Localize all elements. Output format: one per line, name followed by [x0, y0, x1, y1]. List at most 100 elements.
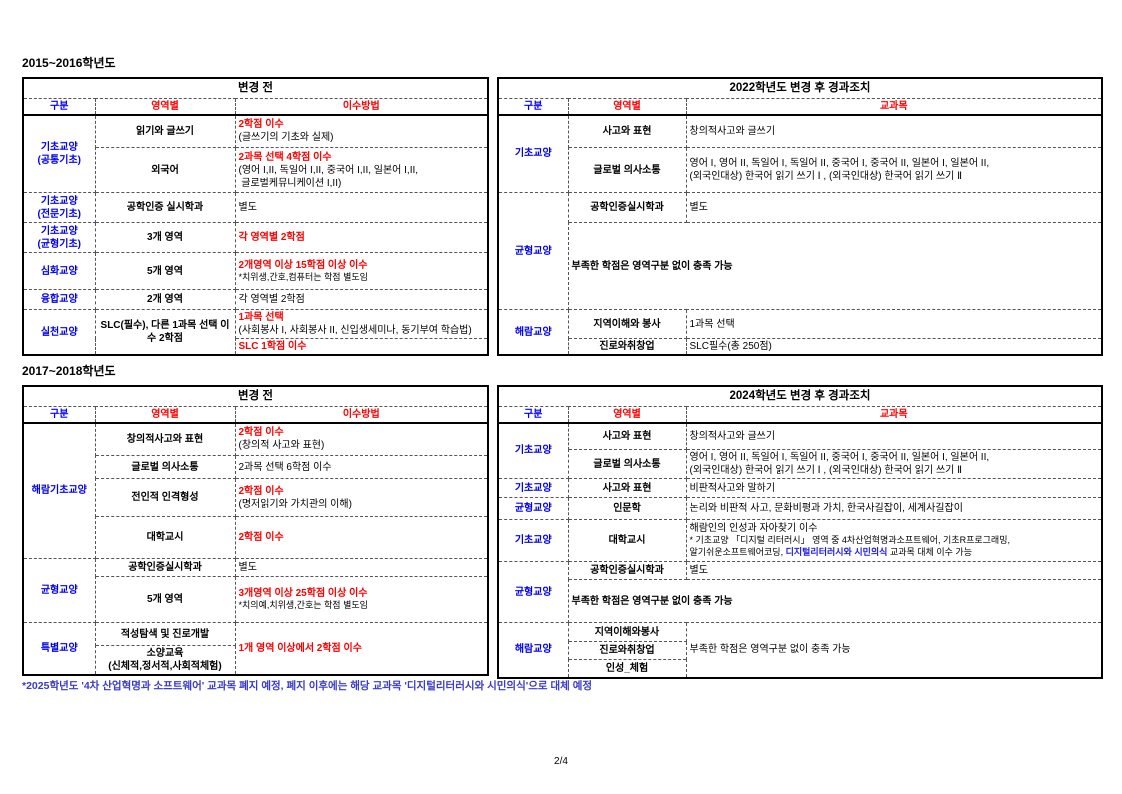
merged-subject-cell: 부족한 학점은 영역구분 없이 충족 가능 [685, 622, 1103, 678]
subject-cell: 해람인의 인성과 자아찾기 이수 * 기초교양 「디지털 리터러시」 영역 중 … [685, 519, 1103, 562]
method-line-red: 2학점 이수 [238, 485, 284, 497]
area-cell: 지역이해와 봉사 [567, 309, 687, 339]
area-cell: 사고와 표현 [567, 422, 687, 450]
gubun-cell: 실천교양 [22, 309, 96, 356]
method-line-red: 1과목 선택 [238, 312, 284, 323]
table-row: 글로벌 의사소통 영어 I, 영어 II, 독일어 I, 독일어 II, 중국어… [498, 449, 1103, 479]
table-row: 해람기초교양 창의적사고와 표현 2학점 이수 (창의적 사고와 표현) [22, 422, 489, 559]
table-row: 대학교시 2학점 이수 [23, 516, 489, 559]
s1-after-table: 2022학년도 변경 후 경과조치 구분 영역별 교과목 기초교양 사고와 표현… [497, 77, 1103, 356]
table-row: 부족한 학점은 영역구분 없이 충족 가능 [498, 579, 1103, 623]
area-cell: 글로벌 의사소통 [567, 147, 687, 193]
s2-before-table: 변경 전 구분 영역별 이수방법 해람기초교양 창의적사고와 표현 2학점 이수… [22, 385, 489, 676]
table-row: 균형교양 공학인증실시학과 별도 [497, 561, 1103, 623]
area-cell: 읽기와 글쓰기 [94, 114, 236, 148]
s1-left-header: 변경 전 [22, 77, 489, 99]
subject-note-suffix: 교과목 대체 이수 가능 [887, 547, 972, 557]
gubun-cell: 해람교양 [497, 622, 569, 678]
area-cell: 글로벌 의사소통 [567, 449, 687, 479]
col-header-subject: 교과목 [685, 97, 1103, 116]
method-line-red: 3개영역 이상 25학점 이상 이수 [238, 588, 368, 600]
table-row: 2022학년도 변경 후 경과조치 [497, 77, 1103, 99]
area-cell: 진로와취창업 [567, 338, 687, 356]
subject-cell: 비판적사고와 말하기 [685, 478, 1103, 498]
table-row: 기초교양 대학교시 해람인의 인성과 자아찾기 이수 * 기초교양 「디지털 리… [497, 519, 1103, 562]
method-line: (명저읽기와 가치관의 이해) [238, 498, 352, 510]
table-row: 구분 영역별 교과목 [497, 405, 1103, 424]
table-row: SLC 1학점 이수 [23, 338, 489, 356]
method-line: (사회봉사 I, 사회봉사 II, 신입생세미나, 동기부여 학습법) [238, 325, 472, 336]
table-row: 융합교양 2개 영역 각 영역별 2학점 [22, 289, 489, 310]
table-row: 변경 전 [22, 77, 489, 99]
subject-cell: 창의적사고와 글쓰기 [685, 422, 1103, 450]
gubun-cell: 융합교양 [22, 289, 96, 310]
table-row: 기초교양 (공통기초) 읽기와 글쓰기 2학점 이수 (글쓰기의 기초와 실제) [22, 114, 489, 193]
table-row: 글로벌 의사소통 영어 I, 영어 II, 독일어 I, 독일어 II, 중국어… [498, 147, 1103, 193]
table-row: 해람교양 지역이해와봉사 부족한 학점은 영역구분 없이 충족 가능 [497, 622, 1103, 678]
gubun-cell: 균형교양 [22, 558, 96, 623]
table-row: 기초교양 사고와 표현 창의적사고와 글쓰기 [497, 114, 1103, 193]
table-row: 실천교양 SLC(필수), 다른 1과목 선택 이수 2학점 1과목 선택 (사… [22, 309, 489, 356]
subject-cell: 1과목 선택 [685, 309, 1103, 339]
method-cell: 2학점 이수 (글쓰기의 기초와 실제) [234, 114, 489, 148]
table-row: 균형교양 인문학 논리와 비판적 사고, 문화비평과 가치, 한국사길잡이, 세… [497, 497, 1103, 520]
table-row: 구분 영역별 교과목 [497, 97, 1103, 116]
method-cell: 2학점 이수 (명저읽기와 가치관의 이해) [234, 478, 489, 517]
area-cell: 인문학 [567, 497, 687, 520]
table-row: 균형교양 공학인증실시학과 별도 [497, 192, 1103, 310]
area-cell: 공학인증실시학과 [567, 192, 687, 223]
col-header-gubun: 구분 [497, 405, 569, 424]
method-line-red: 2학점 이수 [238, 427, 284, 439]
method-line-red: 2학점 이수 [238, 119, 284, 131]
method-cell-red: 2학점 이수 [234, 516, 489, 559]
table-row: 구분 영역별 이수방법 [22, 97, 489, 116]
subject-cell: 논리와 비판적 사고, 문화비평과 가치, 한국사길잡이, 세계사길잡이 [685, 497, 1103, 520]
table-row: 인성_체험 [498, 659, 1102, 678]
page-number: 2/4 [554, 756, 568, 767]
area-cell: 사고와 표현 [567, 114, 687, 148]
table-row: 부족한 학점은 영역구분 없이 충족 가능 [498, 222, 1103, 310]
s2-right-header: 2024학년도 변경 후 경과조치 [497, 385, 1103, 407]
subject-cell: 영어 I, 영어 II, 독일어 I, 독일어 II, 중국어 I, 중국어 I… [685, 147, 1103, 193]
method-line-red: 2과목 선택 4학점 이수 [238, 151, 332, 163]
col-header-gubun: 구분 [497, 97, 569, 116]
area-cell: 외국어 [94, 147, 236, 193]
s1-before-table: 변경 전 구분 영역별 이수방법 기초교양 (공통기초) 읽기와 글쓰기 2학점… [22, 77, 489, 356]
method-cell: 3개영역 이상 25학점 이상 이수 *치의예,치위생,간호는 학점 별도임 [234, 576, 489, 623]
area-cell: 소양교육 (신체적,정서적,사회적체험) [94, 645, 236, 676]
merged-note-cell: 부족한 학점은 영역구분 없이 충족 가능 [567, 222, 1103, 310]
table-row: 소양교육 (신체적,정서적,사회적체험) [23, 645, 488, 676]
gubun-cell: 균형교양 [497, 192, 569, 310]
area-cell: 공학인증 실시학과 [94, 192, 236, 223]
gubun-cell: 해람기초교양 [22, 422, 96, 559]
area-cell: 글로벌 의사소통 [94, 455, 236, 479]
method-cell: 2학점 이수 (창의적 사고와 표현) [234, 422, 489, 456]
area-cell: 공학인증실시학과 [94, 558, 236, 577]
method-cell: 별도 [234, 558, 489, 577]
area-cell: 공학인증실시학과 [567, 561, 687, 580]
area-cell: 인성_체험 [567, 659, 687, 678]
col-header-subject: 교과목 [685, 405, 1103, 424]
area-cell: 5개 영역 [94, 576, 236, 623]
table-row: 특별교양 적성탐색 및 진로개발 1개 영역 이상에서 2학점 이수 [22, 622, 489, 676]
method-cell: 2과목 선택 6학점 이수 [234, 455, 489, 479]
area-cell: 사고와 표현 [567, 478, 687, 498]
area-cell: 3개 영역 [94, 222, 236, 253]
method-line-red: 2개영역 이상 15학점 이상 이수 [238, 259, 368, 271]
subject-cell: 영어 I, 영어 II, 독일어 I, 독일어 II, 중국어 I, 중국어 I… [685, 449, 1103, 479]
footnote: *2025학년도 '4차 산업혁명과 소프트웨어' 교과목 폐지 예정, 폐지 … [22, 680, 593, 692]
area-cell: 대학교시 [94, 516, 236, 559]
area-cell: 전인적 인격형성 [94, 478, 236, 517]
subject-note-prefix: 알기쉬운소프트웨어코딩, [689, 547, 786, 557]
col-header-area: 영역별 [567, 405, 687, 424]
col-header-area: 영역별 [94, 405, 236, 424]
gubun-cell: 기초교양 [497, 422, 569, 479]
area-cell: 적성탐색 및 진로개발 [94, 622, 236, 646]
area-cell: 대학교시 [567, 519, 687, 562]
area-cell: 창의적사고와 표현 [94, 422, 236, 456]
merged-note-cell: 부족한 학점은 영역구분 없이 충족 가능 [567, 579, 1103, 623]
table-row: 전인적 인격형성 2학점 이수 (명저읽기와 가치관의 이해) [23, 478, 489, 517]
gubun-cell: 균형교양 [497, 561, 569, 623]
gubun-cell: 기초교양 [497, 519, 569, 562]
gubun-cell: 기초교양 [497, 478, 569, 498]
